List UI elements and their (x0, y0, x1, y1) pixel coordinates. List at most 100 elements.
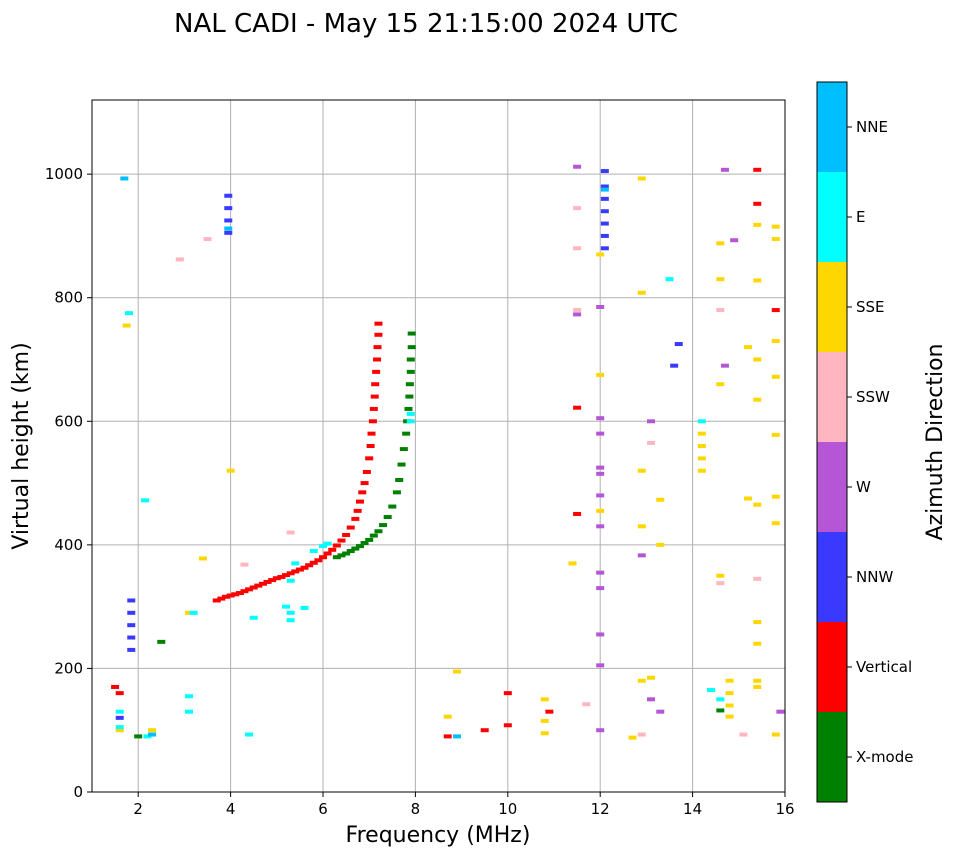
y-tick-label: 1000 (45, 165, 83, 183)
data-point (573, 206, 582, 211)
data-point (362, 469, 371, 474)
data-point (753, 641, 762, 646)
data-point (367, 431, 376, 436)
data-point (309, 560, 318, 565)
data-point (596, 471, 605, 476)
data-point (127, 647, 136, 652)
colorbar-segment (817, 442, 847, 532)
data-point (637, 176, 646, 181)
data-point (203, 237, 212, 242)
data-point (353, 508, 362, 513)
data-point (404, 406, 413, 411)
data-point (198, 556, 207, 561)
data-point (716, 708, 725, 713)
data-point (725, 691, 734, 696)
data-point (407, 345, 416, 350)
y-axis-label: Virtual height (km) (9, 342, 34, 549)
data-point (596, 570, 605, 575)
data-point (406, 411, 415, 416)
data-point (249, 615, 258, 620)
data-point (323, 551, 332, 556)
data-point (573, 164, 582, 169)
data-point (443, 714, 452, 719)
data-point (224, 218, 233, 223)
data-point (332, 555, 341, 560)
y-axis-ticks: 0 200 400 600 800 1000 (45, 165, 92, 801)
series-ssw (175, 206, 762, 737)
data-point (286, 578, 295, 583)
data-point (771, 237, 780, 242)
data-point (628, 735, 637, 740)
data-point (231, 592, 240, 597)
data-point (402, 431, 411, 436)
data-point (185, 709, 194, 714)
data-point (637, 678, 646, 683)
series-sse (115, 176, 780, 740)
data-point (286, 610, 295, 615)
data-point (224, 206, 233, 211)
data-point (346, 549, 355, 554)
data-point (596, 416, 605, 421)
data-point (355, 544, 364, 549)
colorbar-segment (817, 172, 847, 262)
data-point (568, 561, 577, 566)
data-point (127, 598, 136, 603)
data-point (771, 494, 780, 499)
data-point (124, 311, 133, 316)
data-point (600, 246, 609, 251)
data-point (573, 312, 582, 317)
data-point (295, 567, 304, 572)
data-point (503, 723, 512, 728)
colorbar-segment (817, 262, 847, 352)
data-point (328, 547, 337, 552)
data-point (771, 521, 780, 526)
data-point (286, 618, 295, 623)
data-point (189, 610, 198, 615)
data-point (647, 697, 656, 702)
data-point (379, 523, 388, 528)
data-point (224, 230, 233, 235)
data-point (360, 541, 369, 546)
data-point (540, 718, 549, 723)
data-point (351, 546, 360, 551)
data-point (753, 357, 762, 362)
data-point (369, 406, 378, 411)
x-axis-ticks: 2 4 6 8 10 12 14 16 (133, 792, 795, 818)
data-point (452, 734, 461, 739)
data-point (365, 537, 374, 542)
data-point (342, 532, 351, 537)
data-point (405, 394, 414, 399)
data-point (245, 732, 254, 737)
data-point (392, 490, 401, 495)
data-point (716, 241, 725, 246)
data-point (716, 382, 725, 387)
data-point (582, 702, 591, 707)
data-point (596, 252, 605, 257)
series-w (573, 164, 785, 733)
data-point (282, 573, 291, 578)
colorbar-tick-label: Vertical (856, 658, 912, 676)
data-point (346, 525, 355, 530)
data-point (637, 290, 646, 295)
data-point (573, 246, 582, 251)
series-vertical (111, 167, 780, 739)
data-point (596, 508, 605, 513)
data-point (600, 169, 609, 174)
data-point (127, 635, 136, 640)
data-point (185, 694, 194, 699)
data-point (739, 732, 748, 737)
data-point (272, 576, 281, 581)
data-point (351, 516, 360, 521)
x-tick-label: 2 (133, 800, 143, 818)
data-point (371, 382, 380, 387)
data-point (286, 571, 295, 576)
data-point (647, 419, 656, 424)
data-point (600, 184, 609, 189)
data-point (226, 468, 235, 473)
data-point (143, 734, 152, 739)
series-nne (120, 176, 609, 739)
data-point (665, 277, 674, 282)
data-point (540, 731, 549, 736)
data-point (573, 405, 582, 410)
